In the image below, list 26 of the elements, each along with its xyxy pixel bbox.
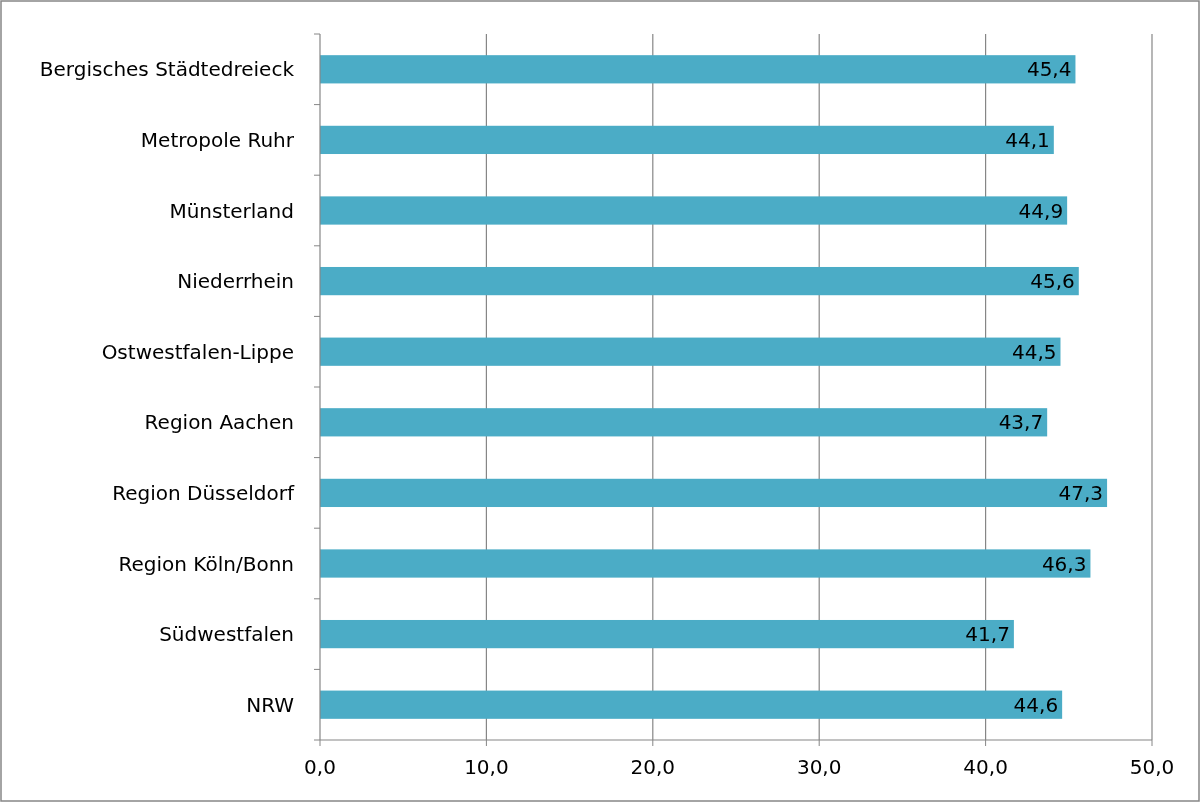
y-tick-label: Südwestfalen (159, 622, 294, 647)
data-label: 44,1 (1005, 127, 1050, 152)
data-label: 44,5 (1011, 339, 1057, 364)
y-tick-label: Region Köln/Bonn (118, 551, 294, 576)
x-tick-label: 10,0 (464, 755, 509, 779)
data-label: 46,3 (1041, 551, 1087, 576)
data-label: 45,6 (1030, 269, 1075, 294)
y-tick-label: Bergisches Städtedreieck (39, 57, 295, 82)
x-tick-label: 20,0 (630, 755, 676, 779)
data-label: 44,6 (1013, 692, 1059, 717)
y-tick-label: NRW (246, 692, 295, 717)
data-label: 43,7 (998, 410, 1044, 435)
data-label: 44,9 (1018, 198, 1064, 223)
y-tick-label: Niederrhein (177, 269, 294, 294)
x-tick-label: 30,0 (796, 755, 842, 779)
y-tick-label: Region Aachen (144, 410, 294, 435)
data-label: 45,4 (1026, 57, 1072, 82)
x-tick-label: 50,0 (1129, 755, 1175, 779)
data-label: 47,3 (1058, 480, 1104, 505)
y-tick-label: Metropole Ruhr (140, 127, 295, 152)
y-tick-label: Münsterland (169, 198, 294, 223)
data-label: 41,7 (965, 622, 1010, 647)
x-tick-label: 40,0 (963, 755, 1008, 779)
y-tick-label: Ostwestfalen-Lippe (101, 339, 294, 364)
y-tick-label: Region Düsseldorf (112, 480, 295, 505)
x-tick-label: 0,0 (304, 755, 336, 779)
